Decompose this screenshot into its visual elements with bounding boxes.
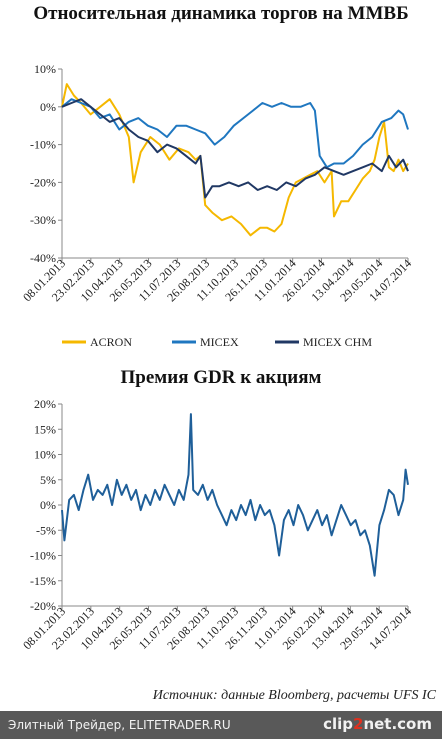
y-tick-label: -15% — [30, 574, 56, 588]
y-tick-label: -30% — [30, 213, 56, 227]
y-tick-label: 10% — [34, 62, 56, 76]
source-note: Источник: данные Bloomberg, расчеты UFS … — [152, 688, 436, 703]
series-line-2 — [61, 98, 409, 199]
y-tick-label: -5% — [36, 523, 56, 537]
logo-part-b: 2 — [353, 715, 364, 733]
y-tick-label: -20% — [30, 175, 56, 189]
legend-label-0: ACRON — [90, 335, 132, 349]
legend-label-1: MICEX — [200, 335, 239, 349]
footer-bar: Элитный Трейдер, ELITETRADER.RU clip2net… — [0, 711, 442, 739]
y-tick-label: 5% — [40, 473, 56, 487]
y-tick-label: 20% — [34, 397, 56, 411]
clip2net-logo: clip2net.com — [323, 715, 432, 733]
footer-site-label[interactable]: Элитный Трейдер, ELITETRADER.RU — [8, 718, 231, 732]
y-tick-label: -40% — [30, 251, 56, 265]
y-tick-label: 0% — [40, 498, 56, 512]
y-tick-label: -10% — [30, 138, 56, 152]
y-tick-label: 10% — [34, 448, 56, 462]
y-tick-label: -20% — [30, 599, 56, 613]
chart2-title: Премия GDR к акциям — [120, 367, 322, 388]
y-tick-label: 0% — [40, 100, 56, 114]
legend-label-2: MICEX CHM — [303, 335, 372, 349]
chart1-title: Относительная динамика торгов на ММВБ — [33, 3, 409, 24]
series-line-0 — [61, 83, 409, 237]
series-line-0 — [61, 413, 409, 577]
chart2-svg: 20%15%10%5%0%-5%-10%-15%-20%08.01.201323… — [20, 397, 414, 652]
y-tick-label: 15% — [34, 422, 56, 436]
logo-part-c: net.com — [363, 715, 432, 733]
series-line-1 — [61, 98, 409, 169]
logo-part-a: clip — [323, 715, 353, 733]
chart1-svg: 10%0%-10%-20%-30%-40%08.01.201323.02.201… — [20, 62, 414, 349]
y-tick-label: -10% — [30, 549, 56, 563]
